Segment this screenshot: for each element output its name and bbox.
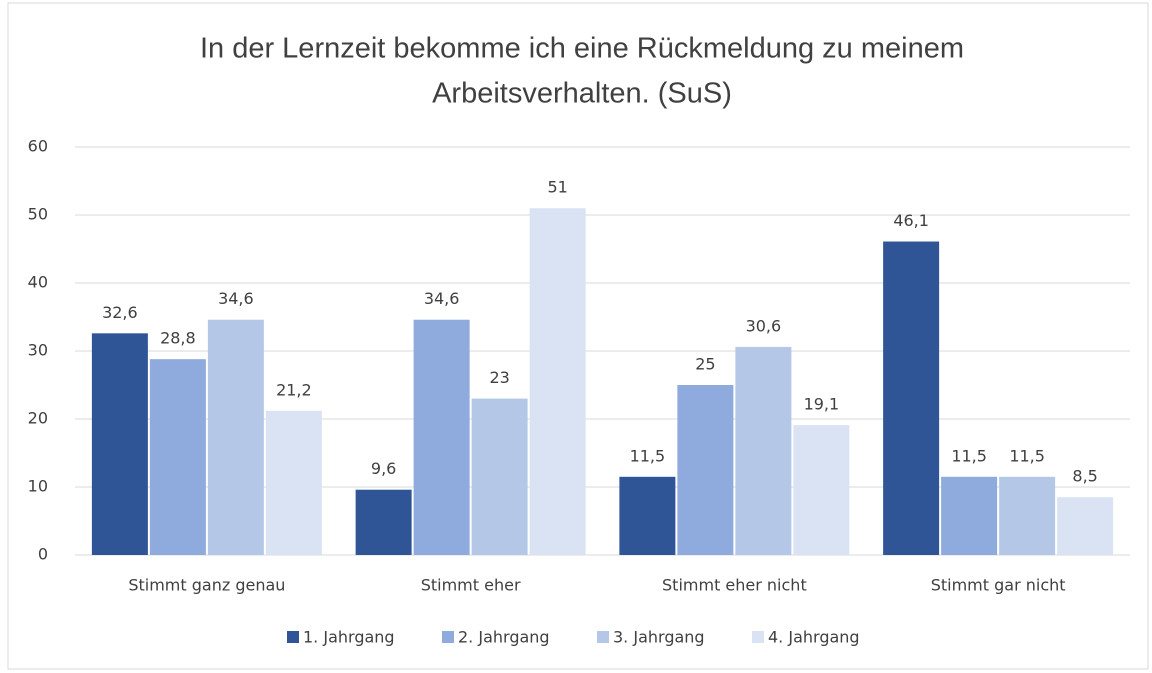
y-tick-label: 40 (28, 273, 48, 292)
data-label: 25 (695, 355, 715, 374)
legend-swatch (752, 631, 764, 643)
y-tick-label: 0 (38, 545, 48, 564)
data-label: 23 (489, 368, 509, 387)
bar (471, 398, 528, 555)
data-label: 51 (547, 178, 567, 197)
legend-label: 1. Jahrgang (303, 628, 395, 647)
legend-label: 3. Jahrgang (613, 628, 705, 647)
data-label: 11,5 (1009, 446, 1045, 465)
data-label: 19,1 (804, 395, 840, 414)
data-label: 46,1 (893, 211, 929, 230)
chart-title: In der Lernzeit bekomme ich eine Rückmel… (200, 33, 964, 65)
bar (413, 319, 470, 555)
chart-title: Arbeitsverhalten. (SuS) (432, 78, 732, 110)
y-tick-label: 10 (28, 477, 48, 496)
legend-swatch (597, 631, 609, 643)
bar (529, 208, 586, 555)
y-tick-label: 30 (28, 341, 48, 360)
data-label: 11,5 (630, 446, 666, 465)
bar (149, 359, 206, 555)
bar (265, 410, 322, 555)
x-tick-label: Stimmt eher (421, 576, 521, 595)
data-label: 21,2 (276, 380, 312, 399)
bar (793, 425, 850, 555)
x-tick-label: Stimmt ganz genau (128, 576, 285, 595)
data-label: 28,8 (160, 329, 196, 348)
y-tick-label: 60 (28, 137, 48, 156)
x-tick-label: Stimmt gar nicht (931, 576, 1066, 595)
bar (941, 476, 998, 555)
bar (619, 476, 676, 555)
bar (735, 346, 792, 555)
legend-swatch (442, 631, 454, 643)
legend-label: 2. Jahrgang (458, 628, 550, 647)
y-tick-label: 20 (28, 409, 48, 428)
legend-swatch (287, 631, 299, 643)
bar (677, 385, 734, 555)
bar (355, 489, 412, 555)
data-label: 11,5 (951, 446, 987, 465)
bar (999, 476, 1056, 555)
bar (883, 241, 940, 555)
legend-label: 4. Jahrgang (768, 628, 860, 647)
data-label: 32,6 (102, 303, 138, 322)
x-tick-label: Stimmt eher nicht (662, 576, 807, 595)
data-label: 34,6 (218, 289, 254, 308)
data-label: 9,6 (371, 459, 396, 478)
bar (91, 333, 148, 555)
bar (207, 319, 264, 555)
bar (1057, 497, 1114, 555)
data-label: 30,6 (746, 316, 782, 335)
data-label: 34,6 (424, 289, 460, 308)
data-label: 8,5 (1072, 467, 1097, 486)
y-tick-label: 50 (28, 205, 48, 224)
